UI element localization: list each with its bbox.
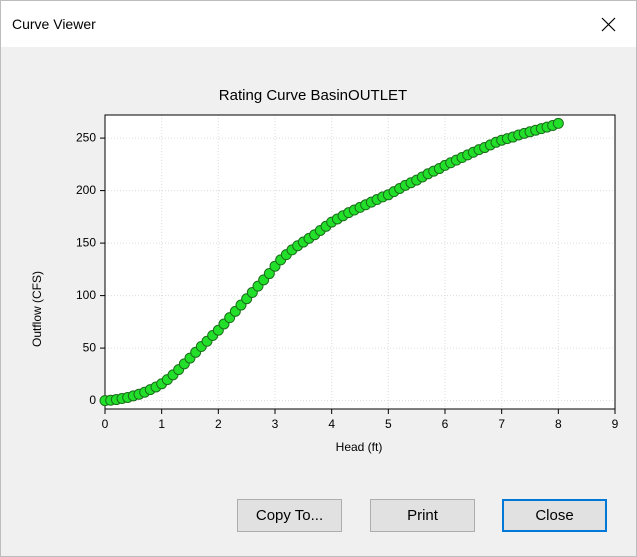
y-tick-label: 150 [76, 235, 96, 249]
x-tick-label: 6 [442, 417, 449, 431]
chart-title: Rating Curve BasinOUTLET [219, 87, 407, 104]
point [263, 268, 275, 280]
y-tick-label: 0 [89, 393, 96, 407]
x-tick-label: 7 [498, 417, 505, 431]
x-tick-label: 0 [102, 417, 109, 431]
point [552, 117, 564, 129]
x-axis-label: Head (ft) [336, 440, 383, 454]
copy-button[interactable]: Copy To... [237, 499, 342, 532]
close-icon[interactable] [599, 15, 619, 35]
x-tick-label: 4 [328, 417, 335, 431]
x-tick-label: 3 [272, 417, 279, 431]
x-tick-label: 5 [385, 417, 392, 431]
y-tick-label: 50 [83, 340, 97, 354]
x-tick-label: 1 [158, 417, 165, 431]
window-title: Curve Viewer [12, 16, 96, 32]
x-tick-label: 2 [215, 417, 222, 431]
y-axis-label: Outflow (CFS) [30, 271, 44, 347]
x-tick-label: 9 [612, 417, 619, 431]
x-tick-label: 8 [555, 417, 562, 431]
y-tick-label: 200 [76, 183, 96, 197]
chart: Rating Curve BasinOUTLET Head (ft) Outfl… [30, 87, 619, 454]
y-tick-label: 100 [76, 288, 96, 302]
title-bar: Curve Viewer [1, 1, 636, 47]
print-button[interactable]: Print [370, 499, 475, 532]
y-tick-label: 250 [76, 130, 96, 144]
close-button[interactable]: Close [502, 499, 607, 532]
plot-frame [104, 114, 616, 410]
